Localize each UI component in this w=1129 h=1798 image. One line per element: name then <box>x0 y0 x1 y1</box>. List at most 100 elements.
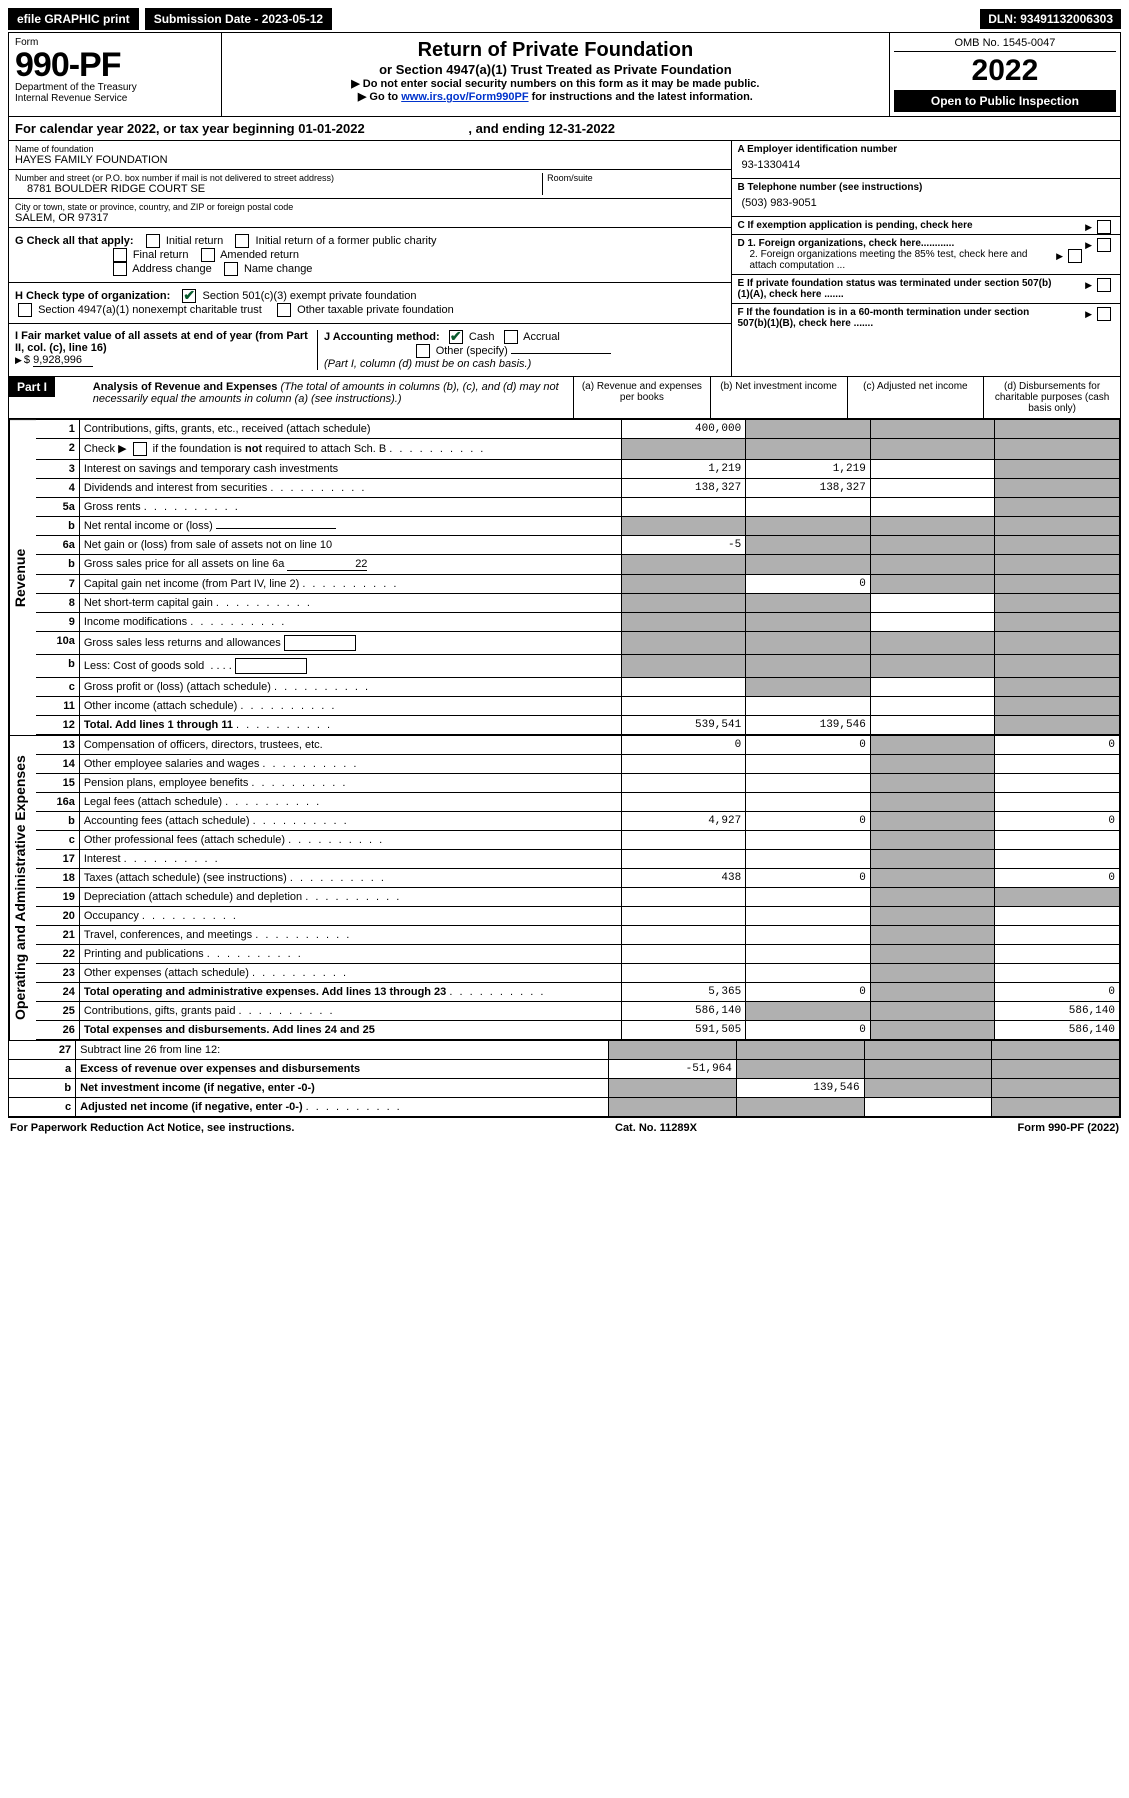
j-note: (Part I, column (d) must be on cash basi… <box>324 358 531 370</box>
instructions-link[interactable]: www.irs.gov/Form990PF <box>401 91 528 103</box>
instr-2-post: for instructions and the latest informat… <box>529 91 753 103</box>
cb-address-change[interactable] <box>113 262 127 276</box>
cb-d2[interactable] <box>1068 249 1082 263</box>
row-16c: cOther professional fees (attach schedul… <box>36 831 1120 850</box>
row-27a: aExcess of revenue over expenses and dis… <box>9 1060 1120 1079</box>
row-5a: 5aGross rents <box>36 498 1120 517</box>
entity-info: Name of foundation HAYES FAMILY FOUNDATI… <box>9 141 1120 377</box>
row-22: 22Printing and publications <box>36 945 1120 964</box>
name-cell: Name of foundation HAYES FAMILY FOUNDATI… <box>9 141 731 170</box>
row-24: 24Total operating and administrative exp… <box>36 983 1120 1002</box>
row-15: 15Pension plans, employee benefits <box>36 774 1120 793</box>
row-19: 19Depreciation (attach schedule) and dep… <box>36 888 1120 907</box>
cb-final-return[interactable] <box>113 248 127 262</box>
header-left: Form 990-PF Department of the Treasury I… <box>9 33 222 116</box>
form-subtitle: or Section 4947(a)(1) Trust Treated as P… <box>228 62 883 77</box>
cb-initial-former[interactable] <box>235 234 249 248</box>
row-18: 18Taxes (attach schedule) (see instructi… <box>36 869 1120 888</box>
instr-2-pre: ▶ Go to <box>358 91 401 103</box>
cb-initial-return[interactable] <box>146 234 160 248</box>
e-label: E If private foundation status was termi… <box>738 278 1052 300</box>
cb-d1[interactable] <box>1097 238 1111 252</box>
h-opt3: Other taxable private foundation <box>297 304 454 316</box>
submission-date-button[interactable]: Submission Date - 2023-05-12 <box>145 8 332 30</box>
efile-print-button[interactable]: efile GRAPHIC print <box>8 8 139 30</box>
e-cell: E If private foundation status was termi… <box>732 275 1121 304</box>
footer-right: Form 990-PF (2022) <box>1018 1122 1120 1134</box>
row-23: 23Other expenses (attach schedule) <box>36 964 1120 983</box>
city-label: City or town, state or province, country… <box>15 202 725 212</box>
j-accrual: Accrual <box>523 331 560 343</box>
d2-label: 2. Foreign organizations meeting the 85%… <box>738 249 1051 271</box>
cb-501c3[interactable] <box>182 289 196 303</box>
expenses-table: 13Compensation of officers, directors, t… <box>36 735 1120 1040</box>
phone-cell: B Telephone number (see instructions) (5… <box>732 179 1121 217</box>
tax-year: 2022 <box>894 54 1116 88</box>
row-9: 9Income modifications <box>36 613 1120 632</box>
footer-mid: Cat. No. 11289X <box>615 1122 697 1134</box>
cb-other-taxable[interactable] <box>277 303 291 317</box>
cb-4947[interactable] <box>18 303 32 317</box>
row-27: 27Subtract line 26 from line 12: <box>9 1041 1120 1060</box>
omb-number: OMB No. 1545-0047 <box>894 37 1116 52</box>
foundation-name: HAYES FAMILY FOUNDATION <box>15 154 725 166</box>
revenue-side-label: Revenue <box>9 419 36 735</box>
cb-accrual[interactable] <box>504 330 518 344</box>
row-14: 14Other employee salaries and wages <box>36 755 1120 774</box>
g-opt-2: Final return <box>133 249 189 261</box>
h-label: H Check type of organization: <box>15 290 170 302</box>
room-label: Room/suite <box>547 173 724 183</box>
cb-cash[interactable] <box>449 330 463 344</box>
row-12: 12Total. Add lines 1 through 11 539,5411… <box>36 716 1120 735</box>
section-h: H Check type of organization: Section 50… <box>9 283 731 324</box>
fmv-value: 9,928,996 <box>33 354 93 367</box>
row-7: 7Capital gain net income (from Part IV, … <box>36 575 1120 594</box>
cb-name-change[interactable] <box>224 262 238 276</box>
cb-schb[interactable] <box>133 442 147 456</box>
form-header: Form 990-PF Department of the Treasury I… <box>9 33 1120 117</box>
dept-label: Department of the Treasury <box>15 82 215 93</box>
part1-desc: Analysis of Revenue and Expenses (The to… <box>87 377 573 418</box>
col-b-head: (b) Net investment income <box>710 377 847 418</box>
cal-b: , and ending 12-31-2022 <box>468 121 615 136</box>
revenue-table: 1Contributions, gifts, grants, etc., rec… <box>36 419 1120 735</box>
col-d-head: (d) Disbursements for charitable purpose… <box>983 377 1120 418</box>
top-bar: efile GRAPHIC print Submission Date - 20… <box>8 8 1121 30</box>
row-10a: 10aGross sales less returns and allowanc… <box>36 632 1120 655</box>
g-label: G Check all that apply: <box>15 235 134 247</box>
c-label: C If exemption application is pending, c… <box>738 220 973 231</box>
summary-table: 27Subtract line 26 from line 12: aExcess… <box>9 1040 1120 1117</box>
cb-c[interactable] <box>1097 220 1111 234</box>
city: SALEM, OR 97317 <box>15 212 725 224</box>
part1-header-row: Part I Analysis of Revenue and Expenses … <box>9 377 1120 419</box>
cb-other-method[interactable] <box>416 344 430 358</box>
i-label: I Fair market value of all assets at end… <box>15 330 308 354</box>
col-a-head: (a) Revenue and expenses per books <box>573 377 710 418</box>
row-10c: cGross profit or (loss) (attach schedule… <box>36 678 1120 697</box>
j-label: J Accounting method: <box>324 331 440 343</box>
part1-title: Analysis of Revenue and Expenses <box>93 381 278 393</box>
j-other: Other (specify) <box>436 345 508 357</box>
irs-label: Internal Revenue Service <box>15 93 215 104</box>
g-opt-1: Initial return of a former public charit… <box>256 235 437 247</box>
calendar-year-row: For calendar year 2022, or tax year begi… <box>9 117 1120 141</box>
row-11: 11Other income (attach schedule) <box>36 697 1120 716</box>
row-17: 17Interest <box>36 850 1120 869</box>
g-opt-5: Name change <box>244 263 313 275</box>
col-c-head: (c) Adjusted net income <box>847 377 984 418</box>
name-label: Name of foundation <box>15 144 725 154</box>
cb-e[interactable] <box>1097 278 1111 292</box>
g-opt-0: Initial return <box>166 235 223 247</box>
row-3: 3Interest on savings and temporary cash … <box>36 460 1120 479</box>
row-6b: bGross sales price for all assets on lin… <box>36 555 1120 575</box>
section-ij: I Fair market value of all assets at end… <box>9 324 731 376</box>
row-27b: bNet investment income (if negative, ent… <box>9 1079 1120 1098</box>
expenses-side-label: Operating and Administrative Expenses <box>9 735 36 1040</box>
dln-label: DLN: 93491132006303 <box>980 9 1121 29</box>
row-2: 2Check ▶ if the foundation is not requir… <box>36 439 1120 460</box>
form-number: 990-PF <box>15 48 215 82</box>
revenue-group: Revenue 1Contributions, gifts, grants, e… <box>9 419 1120 735</box>
cb-f[interactable] <box>1097 307 1111 321</box>
row-25: 25Contributions, gifts, grants paid 586,… <box>36 1002 1120 1021</box>
cb-amended[interactable] <box>201 248 215 262</box>
